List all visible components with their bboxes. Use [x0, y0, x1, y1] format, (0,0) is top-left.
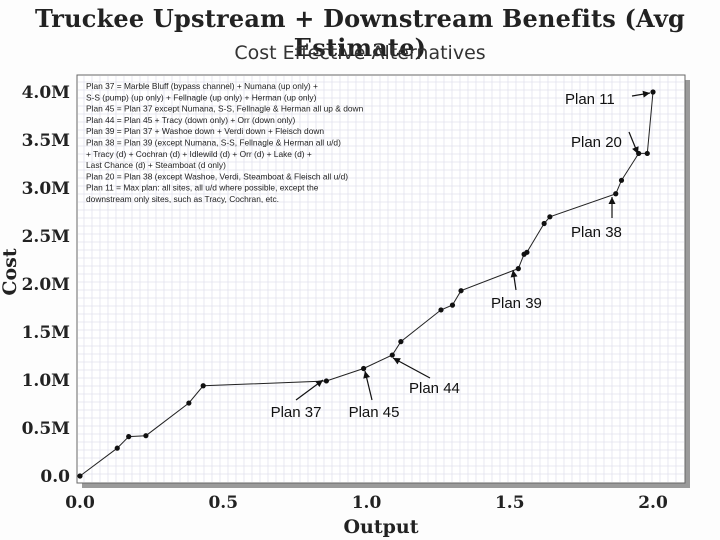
- data-point: [323, 378, 329, 384]
- annotation-arrowhead: [315, 380, 323, 387]
- y-tick-label: 3.0M: [22, 179, 71, 199]
- y-tick-label: 3.5M: [22, 131, 71, 151]
- annotation-arrowhead: [642, 90, 650, 98]
- data-point: [398, 339, 404, 345]
- plan-note-line: Plan 44 = Plan 45 + Tracy (down only) + …: [86, 115, 295, 125]
- plan-note-line: Plan 37 = Marble Bluff (bypass channel) …: [86, 81, 318, 91]
- data-point: [541, 220, 547, 227]
- data-point: [361, 365, 367, 372]
- plan-note-line: + Tracy (d) + Cochran (d) + Idlewild (d)…: [86, 149, 312, 159]
- plot-area: [76, 74, 686, 484]
- y-tick-label: 4.0M: [22, 83, 71, 103]
- annotation-label: Plan 39: [491, 295, 542, 312]
- data-point: [644, 150, 650, 157]
- chart-subtitle: Cost Effective Alternatives: [234, 42, 486, 64]
- annotation-arrowhead: [608, 197, 616, 204]
- y-tick-label: 2.5M: [22, 227, 71, 247]
- x-tick-label: 2.0: [638, 493, 668, 513]
- annotation-arrowhead: [363, 371, 371, 379]
- y-tick-label: 0.5M: [22, 419, 71, 439]
- plan-annotations: Plan 11 Plan 20 Plan 38 Plan 39 Plan 44 Plan …: [271, 90, 651, 421]
- annotation-arrowhead: [632, 146, 639, 154]
- annotation-label: Plan 37: [271, 404, 322, 421]
- annotation-arrow: [392, 357, 431, 379]
- chart-title: Truckee Upstream + Downstream Benefits (…: [34, 4, 686, 62]
- y-tick-label: 2.0M: [22, 275, 71, 295]
- y-tick-label: 1.0M: [22, 371, 71, 391]
- tick-labels: 0.0 0.5 1.0 1.5 2.0 0.0 0.5M 1.0M 1.5M 2.0M 2.5M 3.…: [22, 83, 668, 513]
- plan-note-line: Last Chance (d) + Steamboat (d only): [86, 160, 226, 170]
- annotation-label: Plan 11: [565, 91, 615, 108]
- plan-notes: Plan 37 = Marble Bluff (bypass channel) …: [86, 81, 364, 204]
- data-point: [458, 288, 464, 294]
- data-point: [515, 266, 521, 272]
- plan-note-line: Plan 45 = Plan 37 except Numana, S-S, Fe…: [86, 104, 364, 114]
- data-point: [449, 302, 456, 308]
- data-point: [114, 445, 120, 451]
- annotation-label: Plan 45: [349, 404, 400, 421]
- data-point: [547, 214, 553, 220]
- x-tick-label: 0.5: [208, 493, 238, 513]
- y-tick-label: 1.5M: [22, 323, 71, 343]
- data-point: [524, 249, 530, 255]
- plan-note-line: S-S (pump) (up only) + Fellnagle (up onl…: [86, 92, 317, 102]
- data-point: [143, 433, 149, 439]
- y-tick-label: 0.0: [40, 467, 70, 487]
- plan-note-line: Plan 20 = Plan 38 (except Washoe, Verdi,…: [86, 171, 348, 181]
- annotation-label: Plan 38: [571, 224, 622, 241]
- data-point: [618, 177, 625, 183]
- data-point: [389, 352, 395, 358]
- annotation-label: Plan 20: [571, 134, 622, 151]
- plan-note-line: Plan 39 = Plan 37 + Washoe down + Verdi …: [86, 126, 324, 136]
- annotation-label: Plan 44: [409, 380, 460, 397]
- plan-note-line: Plan 38 = Plan 39 (except Numana, S-S, F…: [86, 138, 341, 148]
- y-axis-label: Cost: [0, 248, 21, 295]
- data-point: [186, 400, 192, 406]
- data-point: [126, 434, 132, 440]
- x-axis-label: Output: [343, 516, 418, 538]
- plan-note-line: Plan 11 = Max plan: all sites, all u/d w…: [86, 183, 319, 193]
- data-point: [650, 89, 656, 95]
- x-tick-label: 0.0: [65, 493, 95, 513]
- data-point: [200, 383, 206, 389]
- x-tick-label: 1.5: [495, 493, 525, 513]
- data-point: [77, 473, 83, 479]
- data-point: [438, 307, 444, 313]
- annotation-arrowhead: [393, 358, 401, 365]
- plan-note-line: downstream only sites, such as Tracy, Co…: [86, 194, 279, 204]
- data-series: [77, 89, 656, 479]
- annotation-arrowhead: [510, 270, 518, 278]
- x-tick-label: 1.0: [352, 493, 382, 513]
- grid: [78, 76, 684, 482]
- data-point: [613, 191, 619, 197]
